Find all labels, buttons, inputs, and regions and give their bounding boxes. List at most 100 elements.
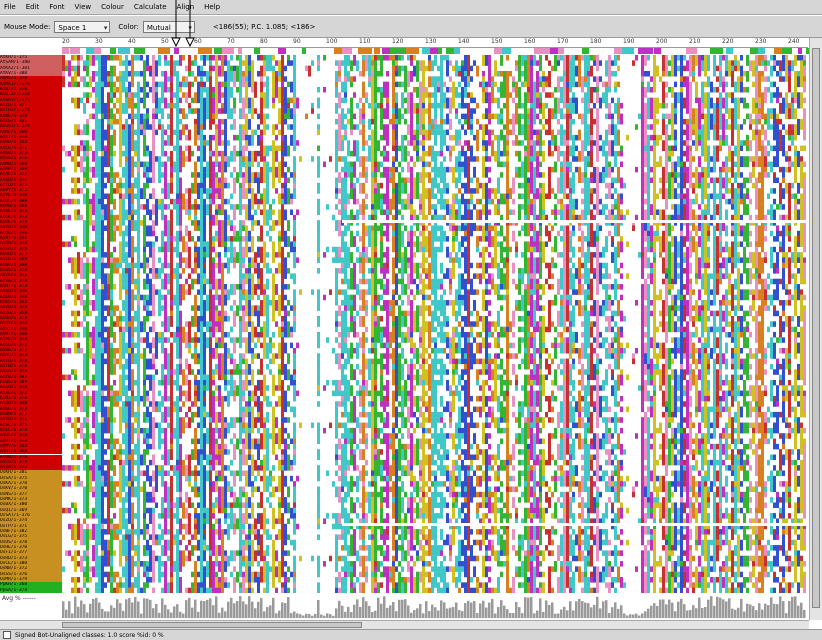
sequence-name[interactable]: PpSA/1-374 <box>0 587 62 593</box>
sequence-name[interactable]: AtNI/1-376 <box>0 395 62 402</box>
sequence-name[interactable]: AtKV/1-380 <box>0 70 62 77</box>
sequence-name[interactable]: OsBX/1-380 <box>0 502 62 508</box>
menu-font[interactable]: Font <box>49 3 65 11</box>
sequence-name[interactable]: AtSI/1-376 <box>0 326 62 332</box>
sequence-name[interactable]: OsQ1/1-369 <box>0 507 62 514</box>
sequence-name[interactable]: OsKA/1-378 <box>0 481 62 487</box>
sequence-name[interactable]: OsTP/1-371 <box>0 523 62 530</box>
sequence-name[interactable]: AtUD/1-380 <box>0 401 62 407</box>
alignment-canvas[interactable] <box>62 55 808 593</box>
sequence-name[interactable]: OsMR/1-379 <box>0 577 62 583</box>
sequence-name[interactable]: AtFI/1-374 <box>0 134 62 141</box>
sequence-name[interactable]: AtMT/1-380 <box>0 331 62 338</box>
sequence-name[interactable]: AtZR/1-375 <box>0 305 62 311</box>
sequence-name[interactable]: AtWF/1-379 <box>0 113 62 119</box>
sequence-name[interactable]: AtHL/1-373 <box>0 353 62 359</box>
sequence-name[interactable]: AtDN/1-376 <box>0 454 62 460</box>
sequence-name[interactable]: AtJH/1-368 <box>0 310 62 316</box>
sequence-name[interactable]: AtNB/1-373 <box>0 150 62 157</box>
sequence-name[interactable]: AtIK/1-371 <box>0 273 62 279</box>
menu-help[interactable]: Help <box>204 3 221 11</box>
sequence-name[interactable]: AtBX/1-376 <box>0 86 62 93</box>
sequence-name[interactable]: OsMK/1-373 <box>0 497 62 503</box>
sequence-name[interactable]: AtSAM/1-380 <box>0 60 62 66</box>
sequence-name[interactable]: AtBM/1-377 <box>0 411 62 418</box>
sequence-name[interactable]: AtPR/1-370 <box>0 225 62 231</box>
sequence-name[interactable]: AtDL/1-380 <box>0 198 62 205</box>
sequence-name[interactable]: AtLG/1-381 <box>0 118 62 125</box>
sequence-name[interactable]: AtOS1/1-370 <box>0 124 62 130</box>
sequence-name[interactable]: OsKV/1-370 <box>0 486 62 492</box>
sequence-name[interactable]: OsZU/1-374 <box>0 518 62 524</box>
sequence-name[interactable]: AtNT/1-373 <box>0 284 62 290</box>
sequence-name[interactable]: AtDV/1-372 <box>0 321 62 327</box>
menu-calculate[interactable]: Calculate <box>133 3 167 11</box>
menu-view[interactable]: View <box>74 3 92 11</box>
sequence-name[interactable]: AtKA2/1-381 <box>0 65 62 71</box>
sequence-name[interactable]: AtTP2/1-372 <box>0 108 62 114</box>
sequence-name[interactable]: AtLE/1-369 <box>0 257 62 263</box>
sequence-name[interactable]: AtHT/1-368 <box>0 449 62 455</box>
sequence-name[interactable]: AtRO/1-377 <box>0 252 62 258</box>
sequence-name[interactable]: OsKH/1-381 <box>0 470 62 476</box>
sequence-name[interactable]: AtAC/1-372 <box>0 172 62 178</box>
menu-file[interactable]: File <box>4 3 16 11</box>
sequence-name[interactable]: OsRD/1-373 <box>0 555 62 562</box>
sequence-name[interactable]: AtUN/1-372 <box>0 241 62 247</box>
sequence-name[interactable]: OsNB/1-372 <box>0 566 62 572</box>
sequence-name[interactable]: AtGS/1-374 <box>0 268 62 274</box>
sequence-name[interactable]: AtWP/1-380 <box>0 262 62 269</box>
sequence-name[interactable]: AtHE/1-366 <box>0 129 62 135</box>
sequence-name[interactable]: AtKE/1-373 <box>0 406 62 412</box>
sequence-name[interactable]: AtFU/1-378 <box>0 358 62 364</box>
sequence-name[interactable]: AtEM/1-370 <box>0 294 62 300</box>
sequence-name[interactable]: AtBO/1-376 <box>0 289 62 295</box>
sequence-name[interactable]: AtQE/1-376 <box>0 230 62 237</box>
sequence-name[interactable]: AtLA/1-375 <box>0 369 62 375</box>
sequence-name[interactable]: AtZU/1-377 <box>0 102 62 109</box>
sequence-name[interactable]: AtZA/1-372 <box>0 465 62 471</box>
sequence-name[interactable]: OsSA/1-375 <box>0 475 62 482</box>
sequence-name[interactable]: AtPV/1-371 <box>0 188 62 194</box>
sequence-name[interactable]: OsWF/1-382 <box>0 529 62 535</box>
sequence-name[interactable]: PpKH/1-368 <box>0 582 62 588</box>
sequence-name[interactable]: AtKH/1-375 <box>0 55 62 61</box>
sequence-name[interactable]: AtNS/1-378 <box>0 76 62 82</box>
menu-colour[interactable]: Colour <box>101 3 124 11</box>
sequence-name[interactable]: AtFA/1-375 <box>0 246 62 253</box>
sequence-name[interactable]: OsFI/1-377 <box>0 550 62 556</box>
sequence-name[interactable]: AtCS/1-379 <box>0 459 62 466</box>
sequence-name[interactable]: AtGQ/1-374 <box>0 385 62 391</box>
sequence-name[interactable]: AtBE/1-374 <box>0 209 62 215</box>
sequence-name[interactable]: AtMV/1-382 <box>0 443 62 450</box>
sequence-name[interactable]: AtPE/1-374 <box>0 337 62 343</box>
sequence-name[interactable]: AtYB/1-381 <box>0 374 62 380</box>
sequence-name[interactable]: AtWS/1-369 <box>0 379 62 386</box>
sequence-name[interactable]: AtCK/1-373 <box>0 214 62 221</box>
sequence-name[interactable]: AtQL/1-370 <box>0 433 62 439</box>
sequence-name[interactable]: AtHF/1-379 <box>0 220 62 226</box>
sequence-name[interactable]: AtMR/1-380 <box>0 161 62 167</box>
sequence-name[interactable]: AtCG/1-371 <box>0 342 62 348</box>
sequence-name[interactable]: OsSS/1-376 <box>0 571 62 577</box>
sequence-name[interactable]: AtKS/1-382 <box>0 300 62 306</box>
sequence-name[interactable]: AtQ12/1-368 <box>0 92 62 98</box>
sequence-name[interactable]: AtXT/1-381 <box>0 236 62 242</box>
sequence-name[interactable]: OsLG/1-375 <box>0 534 62 540</box>
sequence-name[interactable]: AtXE/1-372 <box>0 390 62 396</box>
sequence-name[interactable]: AtTN/1-370 <box>0 363 62 370</box>
sequence-name[interactable]: AtSC/1-375 <box>0 422 62 428</box>
sequence-name[interactable]: AtTU/1-375 <box>0 182 62 189</box>
mouse-mode-select[interactable]: Space 1 ▾ <box>54 20 111 33</box>
sequence-name[interactable]: AtSAT/1-375 <box>0 97 62 103</box>
sequence-name[interactable]: AtSS/1-376 <box>0 156 62 162</box>
sequence-name[interactable]: AtEF/1-378 <box>0 427 62 434</box>
sequence-name[interactable]: AtGH/1-377 <box>0 177 62 183</box>
sequence-name[interactable]: AtRD/1-382 <box>0 140 62 146</box>
sequence-name[interactable]: OsHE/1-370 <box>0 545 62 551</box>
sequence-name[interactable]: AtPO/1-371 <box>0 417 62 423</box>
sequence-name[interactable]: AtRI/1-374 <box>0 438 62 444</box>
sequence-name[interactable]: AtVA/1-378 <box>0 278 62 285</box>
sequence-name[interactable]: OsOS/1-378 <box>0 539 62 546</box>
menu-align[interactable]: Align <box>176 3 195 11</box>
